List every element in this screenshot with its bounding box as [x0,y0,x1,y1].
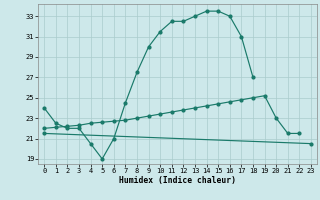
X-axis label: Humidex (Indice chaleur): Humidex (Indice chaleur) [119,176,236,185]
